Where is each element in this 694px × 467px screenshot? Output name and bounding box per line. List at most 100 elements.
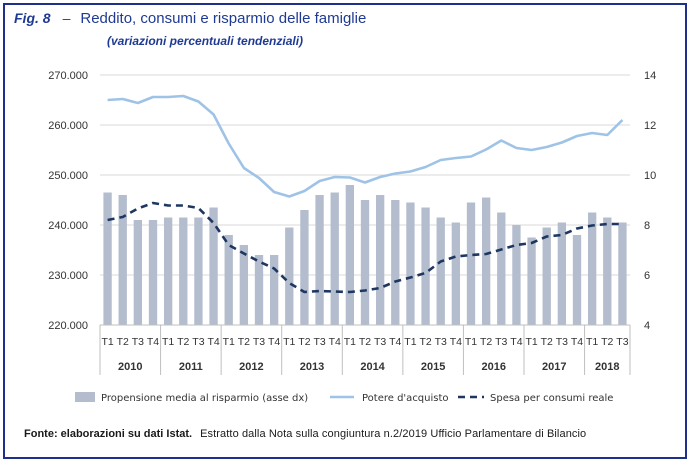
bar [315,195,324,325]
bar [194,217,203,325]
x-tick-label: T2 [419,336,431,348]
y-left-tick-label: 240.000 [48,220,88,232]
source-text: Fonte: elaborazioni su dati Istat. [24,428,193,440]
legend-label: Spesa per consumi reale [490,393,613,404]
legend-swatch-bar [75,392,95,402]
x-tick-label: T3 [435,336,447,348]
line-series [107,94,624,294]
x-tick-label: T2 [480,336,492,348]
year-label: 2014 [360,361,385,373]
x-tick-label: T4 [510,336,522,348]
bar [300,210,309,325]
title-dash: – [62,10,71,26]
bar [285,227,294,325]
bar [587,212,597,325]
x-tick-label: T3 [374,336,386,348]
x-tick-label: T3 [495,336,507,348]
y-right-tick-label: 10 [644,170,656,182]
line-spesa-consumi [107,201,623,294]
year-label: 2016 [481,361,505,373]
y-right-tick-label: 6 [644,270,650,282]
bar [148,220,158,325]
chart: 220.000 230.000 240.000 250.000 260.000 270.0… [48,70,656,404]
x-tick-label: T1 [101,336,113,348]
year-label: 2015 [421,361,445,373]
line-potere-acquisto [107,94,624,198]
figure-label: Fig. 8 [14,10,51,26]
x-tick-label: T4 [207,336,219,348]
bar [375,195,385,325]
legend-label: Propensione media al risparmio (asse dx) [101,393,308,404]
year-label: 2011 [179,361,203,373]
x-tick-label: T1 [404,336,416,348]
bar [436,217,445,325]
y-right-tick-label: 12 [644,120,656,132]
bar [451,222,461,325]
y-left-tick-label: 270.000 [48,70,88,82]
x-tick-label: T2 [541,336,553,348]
legend: Propensione media al risparmio (asse dx)… [75,392,613,404]
x-tick-label: T1 [525,336,537,348]
x-tick-label: T4 [147,336,159,348]
x-tick-label: T2 [177,336,189,348]
x-tick-label: T1 [586,336,598,348]
year-label: 2013 [300,361,324,373]
y-left-tick-label: 220.000 [48,320,88,332]
bar [133,220,143,325]
x-tick-label: T1 [283,336,295,348]
bar [406,202,415,325]
axes: 220.000 230.000 240.000 250.000 260.000 270.0… [48,70,656,375]
y-left-tick-label: 230.000 [48,270,88,282]
figure-header: Fig. 8– Reddito, consumi e risparmio dell… [14,10,366,28]
bar [421,207,430,325]
x-tick-label: T3 [253,336,265,348]
bar [618,222,627,325]
bar [603,217,612,325]
bar [269,255,279,325]
year-label: 2017 [542,361,566,373]
bar [557,222,567,325]
x-tick-label: T4 [389,336,401,348]
figure-title: Reddito, consumi e risparmio delle famig… [80,10,367,27]
bar [330,192,339,325]
bar [497,212,506,325]
x-tick-label: T4 [450,336,462,348]
footer: Fonte: elaborazioni su dati Istat. Estrat… [24,428,586,440]
bar [572,235,582,325]
x-tick-label: T2 [117,336,129,348]
bar [239,245,249,325]
y-right-tick-label: 4 [644,320,650,332]
x-tick-label: T3 [192,336,204,348]
figure-subtitle: (variazioni percentuali tendenziali) [107,34,304,48]
bar [103,192,112,325]
x-tick-label: T2 [298,336,310,348]
bar [481,197,491,325]
x-tick-label: T4 [268,336,280,348]
x-tick-label: T3 [616,336,628,348]
bar [345,185,355,325]
x-tick-label: T3 [132,336,144,348]
y-right-tick-label: 14 [644,70,656,82]
x-tick-label: T2 [601,336,613,348]
figure-frame [3,3,687,459]
year-label: 2010 [118,361,142,373]
bar [254,255,264,325]
x-tick-label: T1 [223,336,235,348]
x-tick-label: T3 [556,336,568,348]
y-left-tick-label: 260.000 [48,120,88,132]
bar [209,207,218,325]
x-tick-label: T1 [344,336,356,348]
bar [179,217,188,325]
x-tick-label: T4 [329,336,341,348]
bar [391,200,400,325]
bar [512,225,521,325]
x-tick-label: T2 [238,336,250,348]
bar [163,217,173,325]
bar [118,195,127,325]
bar [466,202,476,325]
bar [542,227,551,325]
year-label: 2018 [595,361,619,373]
bar [360,200,370,325]
note-text: Estratto dalla Nota sulla congiuntura n.… [200,428,587,440]
bar [224,235,233,325]
